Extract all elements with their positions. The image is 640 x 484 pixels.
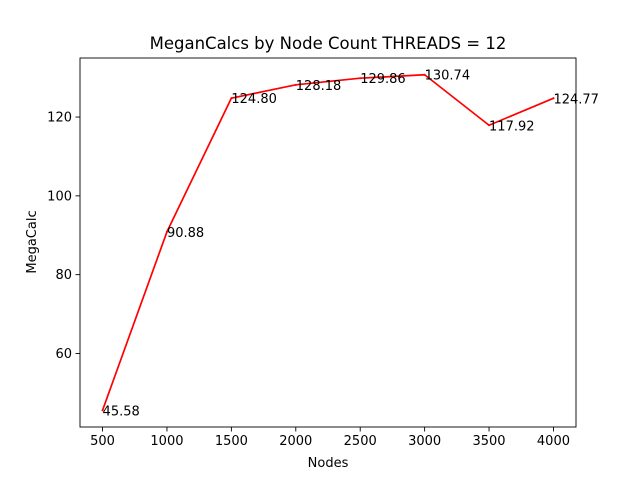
data-point (488, 124, 491, 127)
data-point (359, 77, 362, 80)
plot-frame (79, 57, 577, 428)
y-tick-label: 120 (47, 111, 72, 126)
x-axis-label: Nodes (308, 456, 349, 471)
chart-title: MeganCalcs by Node Count THREADS = 12 (150, 34, 507, 53)
data-label: 90.88 (167, 226, 204, 241)
y-tick-label: 100 (47, 189, 72, 204)
x-tick-label: 4000 (537, 434, 570, 449)
y-tick-label: 80 (55, 268, 72, 283)
data-point (165, 230, 168, 233)
x-tick-label: 500 (90, 434, 115, 449)
x-tick-label: 2000 (279, 434, 312, 449)
data-label: 45.58 (103, 404, 140, 419)
y-axis-label: MegaCalc (25, 210, 40, 273)
x-tick-label: 1000 (150, 434, 183, 449)
data-label: 129.86 (360, 72, 406, 87)
x-tick-label: 2500 (344, 434, 377, 449)
data-label: 130.74 (425, 69, 471, 84)
x-tick-label: 1500 (215, 434, 248, 449)
x-tick-label: 3500 (472, 434, 505, 449)
data-label: 128.18 (296, 79, 342, 94)
data-point (423, 73, 426, 76)
x-tick-label: 3000 (408, 434, 441, 449)
data-label: 124.80 (231, 92, 277, 107)
data-point (552, 97, 555, 100)
y-tick-label: 60 (55, 347, 72, 362)
series-line (101, 73, 555, 412)
data-point (294, 83, 297, 86)
data-point (230, 97, 233, 100)
data-label: 117.92 (489, 119, 535, 134)
data-point (101, 409, 104, 412)
plot-area: 45.58 90.88 124.80 128.18 129.86 130.74 117.92… (47, 57, 599, 449)
